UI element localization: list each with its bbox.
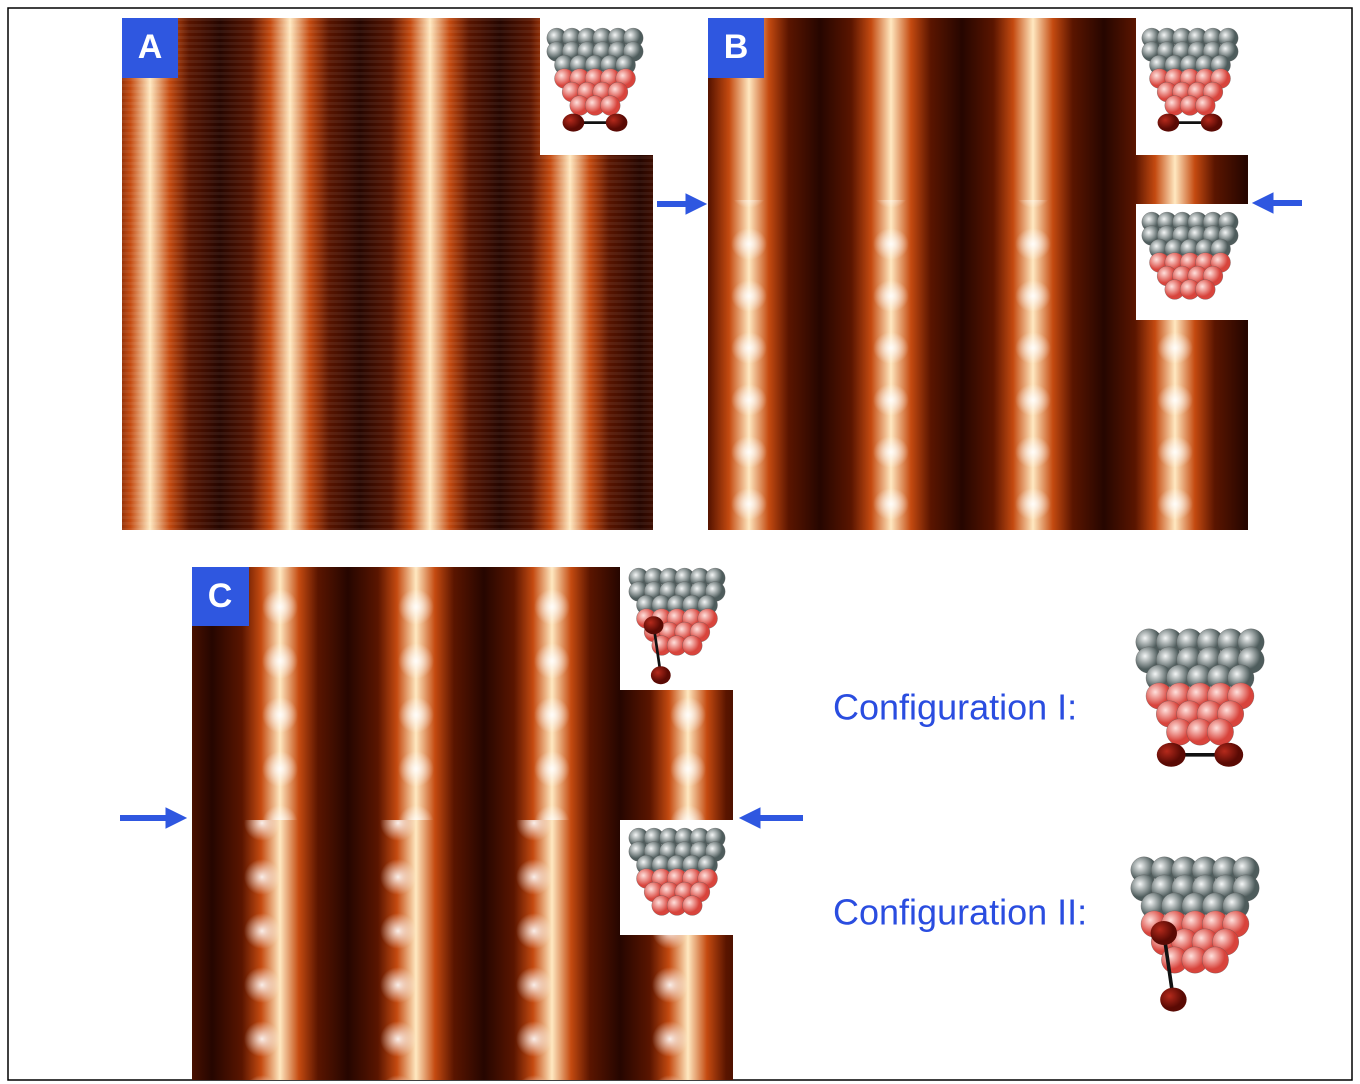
atom (1202, 947, 1228, 973)
beads (708, 200, 1136, 530)
beads (1136, 320, 1248, 530)
figure: A B C Configuration I: Configuration II: (0, 0, 1360, 1084)
atom (1207, 719, 1233, 745)
panel-label: B (724, 28, 749, 66)
atom (600, 96, 620, 116)
molecule-atom (651, 666, 671, 684)
molecule-atom (1214, 743, 1243, 767)
arrow-head (1253, 193, 1273, 213)
legend-label: Configuration II: (833, 892, 1087, 933)
molecule-atom (1158, 114, 1180, 132)
atom (1195, 96, 1215, 116)
legend-label: Configuration I: (833, 687, 1077, 728)
molecule-atom (1201, 114, 1223, 132)
molecule-atom (1160, 988, 1186, 1012)
arrow-head (740, 808, 760, 828)
panel-label: C (208, 577, 233, 615)
atom (1195, 280, 1215, 300)
stm-image (1136, 155, 1248, 204)
panel-label: A (138, 28, 163, 66)
arrow-head (686, 194, 706, 214)
molecule-atom (1151, 921, 1177, 945)
atom (682, 636, 702, 656)
molecule-atom (1157, 743, 1186, 767)
molecule-atom (606, 114, 628, 132)
molecule-atom (563, 114, 585, 132)
molecule-atom (644, 616, 664, 634)
atom (682, 896, 702, 916)
